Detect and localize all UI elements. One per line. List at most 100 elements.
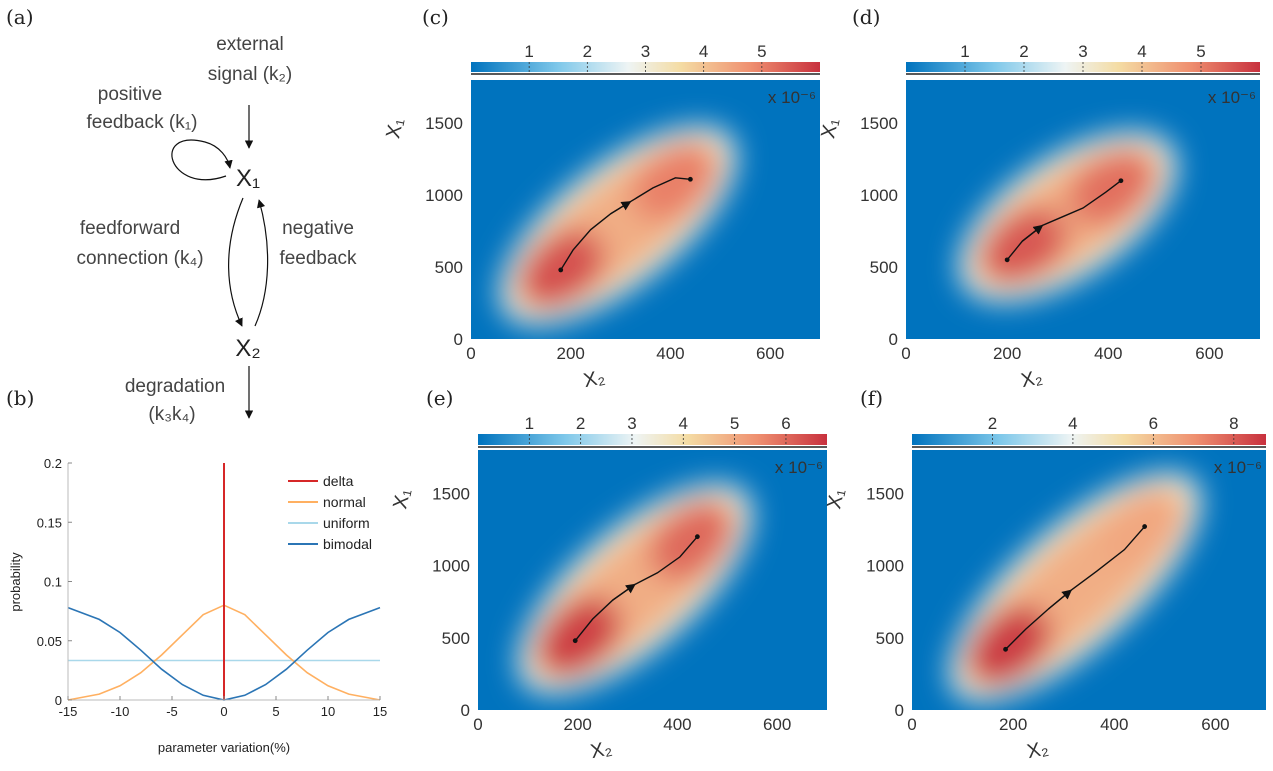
x-tick-label: 10: [321, 704, 335, 719]
x-tick-label: 0: [901, 344, 910, 363]
trajectory-start: [1004, 257, 1010, 263]
y-tick-label: 0: [55, 693, 62, 708]
ylabel: X₁: [382, 116, 408, 140]
panel-label-f: (f): [860, 386, 883, 410]
trajectory: [1006, 180, 1122, 261]
y-tick-label: 0: [461, 701, 470, 720]
colorbar-tick-label: 2: [583, 42, 592, 61]
node-x1: X₁: [236, 165, 260, 192]
y-tick-label: 1500: [432, 484, 470, 503]
y-tick-label: 1000: [425, 186, 463, 205]
x-tick-label: 200: [993, 344, 1021, 363]
trajectory-end: [1142, 524, 1148, 529]
colorbar-tick-label: 4: [1068, 414, 1077, 433]
colorbar: [478, 434, 827, 445]
positive-feedback-loop: [171, 139, 233, 181]
colorbar-tick-label: 1: [960, 42, 969, 61]
x-tick-label: -10: [111, 704, 130, 719]
xlabel: X₂: [582, 366, 607, 392]
heatmap-panel-d: 1 2 3 4 5 x 10⁻⁶ 0 200 400 600 0 500 1000 1500 X₂ X₁: [817, 42, 1260, 392]
x-tick-label: 400: [656, 344, 684, 363]
feedforward-arrow: [228, 197, 244, 327]
colorbar-tick-label: 8: [1229, 414, 1238, 433]
colorbar-multiplier: x 10⁻⁶: [775, 458, 823, 477]
colorbar-tick-label: 6: [781, 414, 790, 433]
y-tick-label: 500: [876, 629, 904, 648]
positive-feedback-line2: feedback (k₁): [87, 112, 198, 133]
y-tick-label: 1500: [860, 114, 898, 133]
y-tick-label: 1000: [866, 557, 904, 576]
colorbar-tick-label: 4: [679, 414, 688, 433]
x-tick-label: 200: [557, 344, 585, 363]
y-tick-label: 0.1: [44, 575, 62, 590]
x-tick-label: 400: [1100, 715, 1128, 734]
x-tick-label: 200: [564, 715, 592, 734]
y-tick-label: 500: [435, 258, 463, 277]
density-peak: [1099, 487, 1185, 569]
x-tick-label: 600: [763, 715, 791, 734]
x-tick-label: 200: [999, 715, 1027, 734]
colorbar-tick-label: 2: [988, 414, 997, 433]
x-tick-label: 0: [220, 704, 227, 719]
panel-label-a: (a): [6, 5, 34, 29]
x-tick-label: 5: [272, 704, 279, 719]
x-tick-label: 600: [1201, 715, 1229, 734]
feedforward-line1: feedforward: [80, 218, 180, 239]
x-tick-label: 600: [1195, 344, 1223, 363]
colorbar-multiplier: x 10⁻⁶: [1214, 458, 1262, 477]
x-tick-label: 0: [907, 715, 916, 734]
ylabel: X₁: [823, 486, 849, 510]
y-tick-label: 1500: [425, 114, 463, 133]
y-tick-label: 0.15: [37, 515, 62, 530]
legend-label-normal: normal: [323, 494, 366, 510]
colorbar-tick-label: 2: [1019, 42, 1028, 61]
panel-label-d: (d): [852, 5, 880, 29]
node-x2: X₂: [235, 335, 260, 362]
x-tick-label: 400: [663, 715, 691, 734]
panel-label-b: (b): [6, 386, 34, 410]
trajectory-start: [1003, 646, 1008, 652]
colorbar-tick-label: 5: [730, 414, 739, 433]
x-tick-label: 600: [756, 344, 784, 363]
y-tick-label: 0: [454, 330, 463, 349]
colorbar-tick-label: 1: [525, 414, 534, 433]
colorbar-tick-label: 5: [757, 42, 766, 61]
trajectory-arrow: [1021, 224, 1044, 242]
colorbar-tick-label: 1: [524, 42, 533, 61]
density-peak: [978, 208, 1067, 286]
external-signal-line1: external: [216, 34, 284, 55]
legend-label-delta: delta: [323, 473, 354, 489]
x-tick-label: 15: [373, 704, 387, 719]
degradation-line1: degradation: [125, 376, 225, 397]
y-tick-label: 0.2: [44, 456, 62, 471]
y-tick-label: 1500: [866, 484, 904, 503]
positive-feedback-line1: positive: [98, 84, 162, 105]
colorbar: [912, 434, 1266, 445]
colorbar-tick-label: 4: [699, 42, 708, 61]
xlabel: X₂: [1025, 737, 1050, 763]
density-peak: [632, 140, 719, 221]
colorbar-tick-label: 3: [627, 414, 636, 433]
heatmap-panel-e: 1 2 3 4 5 6 x 10⁻⁶ 0 200 400 600 0 500 1000 1500 X₂ X₁: [389, 414, 827, 763]
network-diagram: external signal (k₂) positive feedback (…: [76, 34, 357, 425]
trajectory-arrow: [1048, 589, 1073, 610]
trajectory-start: [558, 267, 564, 273]
density-field: [958, 131, 1177, 302]
feedforward-line2: connection (k₄): [76, 248, 203, 269]
ylabel: X₁: [389, 486, 415, 510]
x-tick-label: 0: [466, 344, 475, 363]
legend-label-bimodal: bimodal: [323, 536, 372, 552]
trajectory-arrow: [612, 583, 636, 601]
trajectory-end: [694, 534, 700, 540]
negative-feedback-line2: feedback: [279, 248, 357, 269]
x-tick-label: -5: [166, 704, 178, 719]
ylabel: X₁: [817, 116, 843, 140]
trajectory-end: [687, 176, 693, 182]
y-tick-label: 0: [895, 701, 904, 720]
probability-chart: -15 -10 -5 0 5 10 15 0 0.05 0.1 0.15 0.2 parameter …: [8, 456, 387, 755]
x-tick-label: 0: [473, 715, 482, 734]
colorbar-tick-label: 4: [1137, 42, 1146, 61]
colorbar-tick-label: 5: [1196, 42, 1205, 61]
negative-feedback-line1: negative: [282, 218, 354, 239]
xlabel: X₂: [589, 737, 614, 763]
